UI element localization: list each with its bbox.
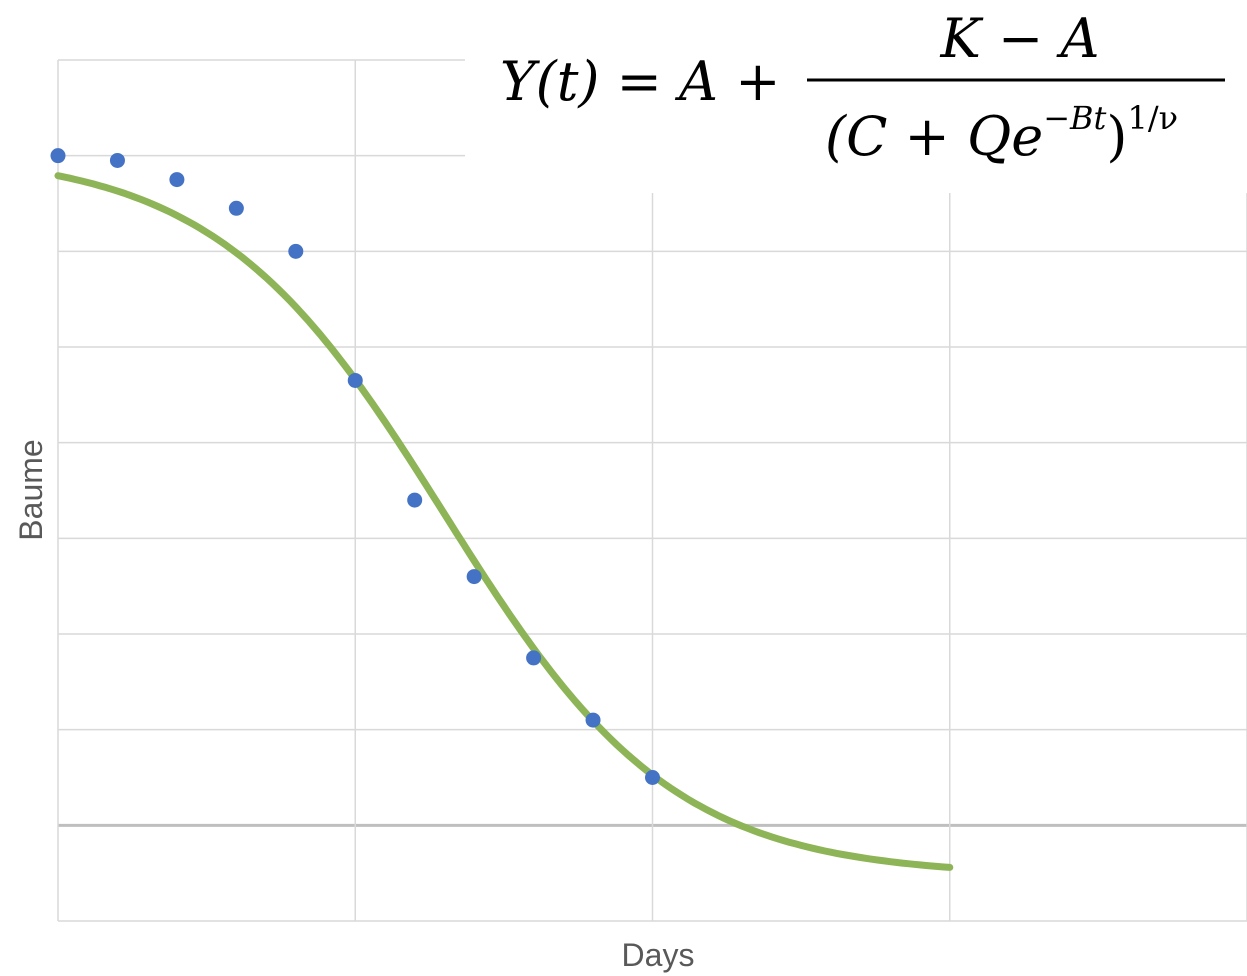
formula-backdrop: [465, 0, 1247, 193]
data-point: [347, 372, 363, 388]
formula-den-power: 1/ν: [1127, 99, 1178, 137]
data-point: [109, 152, 125, 168]
formula-den-close: ): [1106, 105, 1127, 168]
data-point: [466, 569, 482, 585]
formula-annotation: Y(t) = A + K − A (C + Qe−Bt)1/ν: [465, 0, 1247, 193]
data-point: [169, 172, 185, 188]
vertical-gridlines: [57, 60, 1247, 921]
data-point: [288, 243, 304, 259]
data-point: [50, 148, 66, 164]
data-point: [407, 492, 423, 508]
x-axis-label: Days: [622, 937, 695, 973]
fitted-curve: [54, 172, 954, 871]
data-point: [645, 770, 660, 785]
formula-denominator: (C + Qe−Bt)1/ν: [825, 99, 1178, 168]
y-axis-label: Baume: [13, 439, 49, 540]
formula-den-exponent: −Bt: [1043, 99, 1106, 137]
formula-numerator: K − A: [940, 7, 1100, 70]
data-point: [526, 650, 542, 666]
data-point: [228, 200, 244, 216]
data-point: [585, 712, 601, 728]
formula-den-open: (C + Qe: [825, 105, 1043, 168]
chart-marks: [50, 148, 954, 871]
formula-lhs: Y(t) = A +: [500, 50, 780, 113]
